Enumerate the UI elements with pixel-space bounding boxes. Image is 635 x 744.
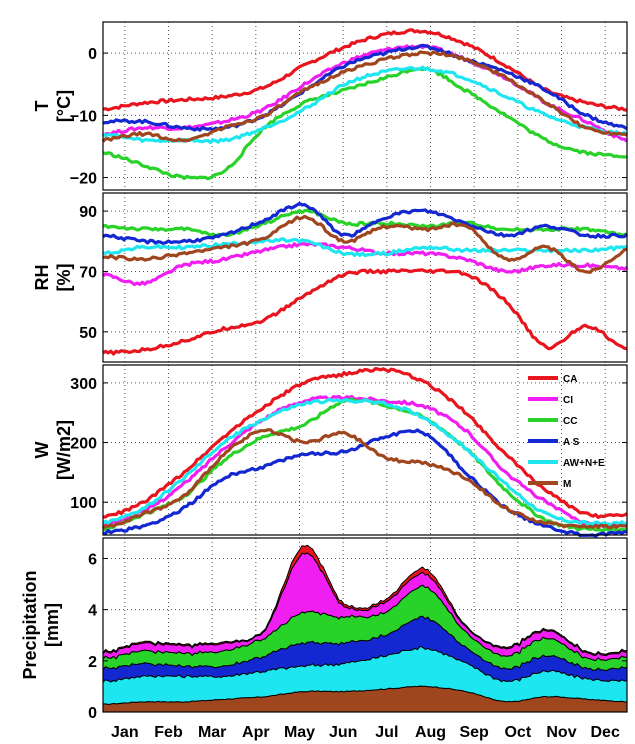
y-axis-unit: [%]: [54, 264, 74, 292]
x-tick-label-dec: Dec: [590, 724, 619, 741]
series-line-cc: [102, 208, 628, 238]
series-line-awne: [102, 398, 628, 527]
y-axis-unit: [W/m2]: [54, 420, 74, 480]
legend: CA CI CC A S AW+N+E M: [528, 374, 605, 490]
series-line-ca: [102, 28, 628, 112]
y-tick-label: 0: [88, 46, 97, 63]
series-line-m: [101, 428, 628, 530]
y-tick-label: −10: [70, 108, 97, 125]
y-tick-label: 70: [79, 264, 97, 281]
panel-t: 0 −10 −20 T [°C]: [32, 21, 629, 191]
y-axis-variable: Precipitation: [20, 570, 40, 679]
y-axis-variable: W: [32, 442, 52, 459]
panel-frame: [102, 192, 628, 363]
series-line-m: [102, 214, 628, 274]
y-axis-variable: RH: [32, 265, 52, 291]
x-tick-label-jun: Jun: [329, 724, 357, 741]
x-tick-label-aug: Aug: [415, 724, 446, 741]
series-line-m: [101, 50, 628, 143]
series-line-cc: [102, 66, 628, 181]
series-line-ca: [102, 367, 628, 519]
series-line-as: [102, 43, 628, 132]
legend-label-m: M: [563, 479, 571, 490]
series-line-as: [102, 201, 629, 245]
y-tick-label: 0: [88, 705, 97, 722]
panel-precipitation: 6 4 2 0 Precipitation [mm]: [20, 537, 628, 722]
legend-label-ci: CI: [563, 395, 573, 406]
x-tick-label-apr: Apr: [242, 724, 270, 741]
y-tick-label: 200: [70, 436, 97, 453]
y-tick-label: 50: [79, 325, 97, 342]
legend-label-cc: CC: [563, 416, 577, 427]
y-axis-unit: [°C]: [54, 90, 74, 122]
y-axis-variable: T: [32, 101, 52, 112]
panel-w: 300 200 100 W [W/m2]: [32, 364, 628, 538]
x-tick-label-nov: Nov: [546, 724, 576, 741]
x-tick-label-sep: Sep: [459, 724, 489, 741]
y-tick-label: 6: [88, 551, 97, 568]
panel-frame: [102, 364, 628, 536]
y-tick-label: 100: [70, 495, 97, 512]
legend-label-ca: CA: [563, 374, 577, 385]
y-tick-label: 300: [70, 376, 97, 393]
series-line-awne: [102, 237, 628, 258]
y-tick-label: −20: [70, 171, 97, 188]
x-tick-label-oct: Oct: [504, 724, 531, 741]
y-tick-label: 90: [79, 204, 97, 221]
panel-frame: [102, 21, 628, 191]
panel-frame: [102, 537, 628, 713]
series-line-ci: [101, 241, 629, 287]
x-tick-label-jul: Jul: [375, 724, 398, 741]
y-axis-unit: [mm]: [42, 603, 62, 647]
y-tick-label: 4: [88, 603, 97, 620]
x-tick-label-feb: Feb: [154, 724, 183, 741]
x-tick-label-may: May: [284, 724, 315, 741]
series-line-ca: [102, 268, 628, 356]
legend-label-as: A S: [563, 437, 580, 448]
panel-rh: 90 70 50 RH [%]: [32, 192, 629, 363]
y-tick-label: 2: [88, 654, 97, 671]
x-tick-label-mar: Mar: [198, 724, 226, 741]
x-tick-label-jan: Jan: [111, 724, 139, 741]
legend-label-awne: AW+N+E: [563, 458, 605, 469]
